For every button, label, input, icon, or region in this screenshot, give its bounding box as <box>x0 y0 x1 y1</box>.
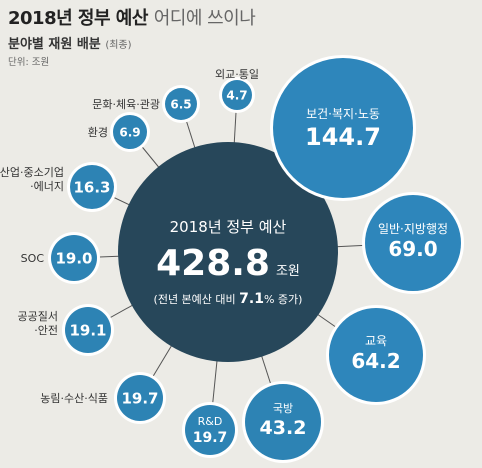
bubble-label: 농림·수산·식품 <box>40 392 108 405</box>
bubble-label: 국방 <box>273 402 293 415</box>
bubble-value: 69.0 <box>388 237 437 261</box>
center-note-value: 7.1 <box>239 291 264 307</box>
bubble-0: 보건·복지·노동 144.7 <box>270 55 416 201</box>
unit-label: 단위: 조원 <box>8 57 50 68</box>
center-total: 428.8 조원 <box>156 243 300 284</box>
bubble-label: 문화·체육·관광 <box>92 98 160 111</box>
center-total-unit: 조원 <box>276 264 300 279</box>
bubble-circle <box>185 405 235 455</box>
center-note: (전년 본예산 대비 7.1% 증가) <box>154 291 303 307</box>
bubble-label: ·안전 <box>34 324 58 337</box>
bubble-label: 산업·중소기업 <box>0 166 64 179</box>
bubble-6: 19.1 공공질서·안전 <box>18 304 114 356</box>
title-bold: 2018년 정부 예산 <box>8 8 148 29</box>
bubble-7: 19.0 SOC <box>21 232 100 284</box>
bubble-value: 43.2 <box>260 417 307 439</box>
bubble-circle <box>365 195 461 291</box>
bubble-circle <box>113 115 147 149</box>
bubble-4: R&D 19.7 <box>182 402 238 458</box>
bubble-3: 국방 43.2 <box>242 381 324 463</box>
center-circle <box>118 142 338 362</box>
bubble-8: 16.3 산업·중소기업·에너지 <box>0 162 117 212</box>
center-title: 2018년 정부 예산 <box>170 218 287 236</box>
page-title: 2018년 정부 예산 어디에 쓰이나 <box>8 4 256 30</box>
bubble-label: 환경 <box>88 126 108 139</box>
center-bubble: 2018년 정부 예산 428.8 조원 (전년 본예산 대비 7.1% 증가) <box>118 142 338 362</box>
bubble-circle <box>329 308 423 402</box>
bubble-label: SOC <box>21 252 45 265</box>
bubble-value: 19.0 <box>55 249 92 267</box>
bubble-value: 6.9 <box>119 125 140 139</box>
bubble-circle <box>65 307 111 353</box>
title-light: 어디에 쓰이나 <box>153 8 256 29</box>
bubble-10: 6.5 문화·체육·관광 <box>92 85 200 123</box>
bubble-value: 19.1 <box>69 321 106 339</box>
bubble-circle <box>273 58 413 198</box>
bubble-circle <box>51 235 97 281</box>
bubble-label: 공공질서 <box>18 310 58 323</box>
bubble-9: 6.9 환경 <box>88 112 150 152</box>
bubble-circle <box>245 384 321 460</box>
bubble-label: 외교·통일 <box>215 67 259 81</box>
bubble-circle <box>70 165 114 209</box>
bubble-value: 16.3 <box>73 178 110 196</box>
center-note-prefix: (전년 본예산 대비 <box>154 293 240 306</box>
bubble-value: 19.7 <box>121 389 158 407</box>
subtitle: 분야별 재원 배분 (최종) <box>8 33 132 52</box>
bubble-circle <box>165 88 197 120</box>
center-note-suffix: % 증가) <box>264 293 302 306</box>
bubble-5: 19.7 농림·수산·식품 <box>40 372 166 424</box>
bubble-label: 일반·지방행정 <box>378 221 448 236</box>
bubble-label: R&D <box>198 415 223 428</box>
bubble-value: 19.7 <box>193 430 228 446</box>
bubble-label: ·에너지 <box>30 180 64 193</box>
bubble-label: 보건·복지·노동 <box>306 107 380 121</box>
bubble-11: 4.7 외교·통일 <box>215 67 259 113</box>
bubble-circle <box>222 80 252 110</box>
bubble-value: 144.7 <box>305 123 381 151</box>
subtitle-note: (최종) <box>105 40 132 51</box>
bubble-value: 4.7 <box>226 88 247 102</box>
bubble-circle <box>117 375 163 421</box>
center-total-value: 428.8 <box>156 243 270 284</box>
bubble-value: 64.2 <box>351 349 400 373</box>
bubble-value: 6.5 <box>170 97 191 111</box>
subtitle-text: 분야별 재원 배분 <box>8 37 101 52</box>
bubble-label: 교육 <box>365 334 387 348</box>
